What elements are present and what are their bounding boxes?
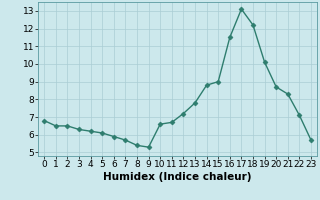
- X-axis label: Humidex (Indice chaleur): Humidex (Indice chaleur): [103, 172, 252, 182]
